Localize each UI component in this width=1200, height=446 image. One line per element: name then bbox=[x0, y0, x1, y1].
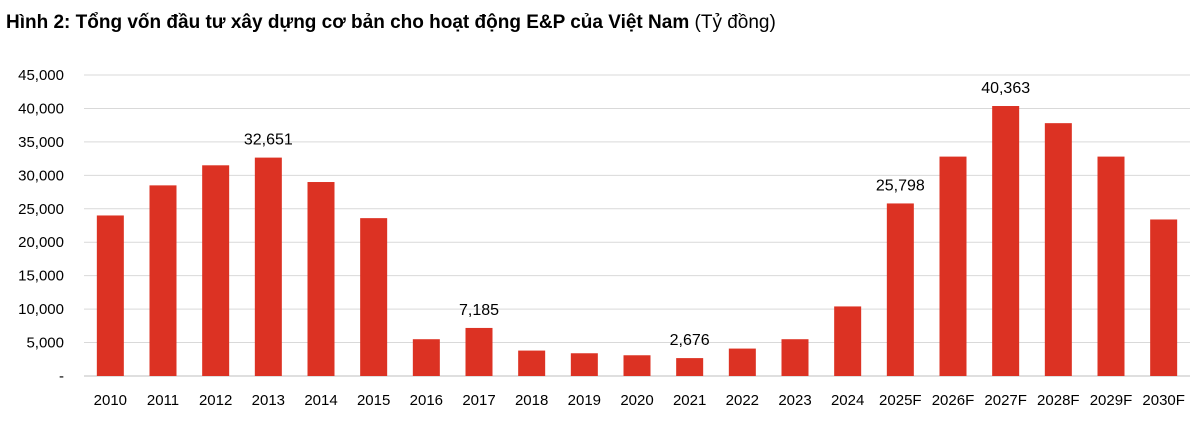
x-tick-label: 2021 bbox=[673, 392, 706, 409]
x-tick-label: 2012 bbox=[199, 392, 232, 409]
bar bbox=[202, 165, 230, 376]
data-label: 2,676 bbox=[670, 332, 710, 349]
bar bbox=[781, 339, 809, 376]
bar bbox=[623, 355, 651, 376]
y-tick-label: 30,000 bbox=[18, 167, 64, 184]
y-tick-label: - bbox=[59, 368, 64, 385]
bar bbox=[834, 306, 862, 376]
x-tick-label: 2025F bbox=[879, 392, 922, 409]
bar bbox=[570, 353, 598, 376]
x-tick-label: 2028F bbox=[1037, 392, 1080, 409]
bar bbox=[728, 348, 756, 376]
x-tick-label: 2016 bbox=[410, 392, 443, 409]
x-tick-label: 2029F bbox=[1090, 392, 1133, 409]
y-tick-label: 10,000 bbox=[18, 301, 64, 318]
y-tick-label: 25,000 bbox=[18, 201, 64, 218]
data-label: 40,363 bbox=[981, 80, 1030, 97]
data-label: 32,651 bbox=[244, 132, 293, 149]
bar bbox=[360, 218, 388, 376]
bar bbox=[518, 350, 546, 376]
x-tick-label: 2013 bbox=[252, 392, 285, 409]
x-tick-label: 2019 bbox=[568, 392, 601, 409]
bar bbox=[939, 156, 967, 376]
x-tick-label: 2020 bbox=[620, 392, 653, 409]
x-tick-label: 2014 bbox=[304, 392, 337, 409]
bar bbox=[676, 358, 704, 376]
bar bbox=[1044, 123, 1072, 376]
x-tick-label: 2030F bbox=[1142, 392, 1185, 409]
y-tick-label: 5,000 bbox=[26, 335, 64, 352]
bar bbox=[307, 182, 335, 376]
x-tick-label: 2024 bbox=[831, 392, 864, 409]
chart-title: Hình 2: Tổng vốn đầu tư xây dựng cơ bản … bbox=[6, 12, 776, 34]
y-tick-label: 45,000 bbox=[18, 67, 64, 84]
x-tick-label: 2017 bbox=[462, 392, 495, 409]
bar bbox=[149, 185, 177, 376]
y-tick-label: 35,000 bbox=[18, 134, 64, 151]
x-tick-label: 2018 bbox=[515, 392, 548, 409]
chart-title-unit: (Tỷ đồng) bbox=[694, 12, 776, 33]
bar bbox=[412, 339, 440, 376]
x-tick-label: 2027F bbox=[984, 392, 1027, 409]
x-tick-label: 2010 bbox=[94, 392, 127, 409]
x-tick-label: 2011 bbox=[147, 392, 179, 409]
bar bbox=[96, 215, 124, 376]
y-tick-label: 20,000 bbox=[18, 234, 64, 251]
x-tick-label: 2026F bbox=[932, 392, 975, 409]
chart-title-main: Hình 2: Tổng vốn đầu tư xây dựng cơ bản … bbox=[6, 12, 690, 33]
data-label: 25,798 bbox=[876, 177, 925, 194]
bar bbox=[1150, 219, 1178, 376]
x-tick-label: 2015 bbox=[357, 392, 390, 409]
bar bbox=[1097, 156, 1125, 376]
x-tick-label: 2022 bbox=[726, 392, 759, 409]
bar bbox=[886, 203, 914, 376]
y-tick-label: 15,000 bbox=[18, 268, 64, 285]
x-tick-label: 2023 bbox=[778, 392, 811, 409]
y-tick-label: 40,000 bbox=[18, 100, 64, 117]
data-label: 7,185 bbox=[459, 302, 499, 319]
bar bbox=[465, 327, 493, 376]
bar bbox=[254, 157, 282, 376]
bar bbox=[992, 106, 1020, 376]
